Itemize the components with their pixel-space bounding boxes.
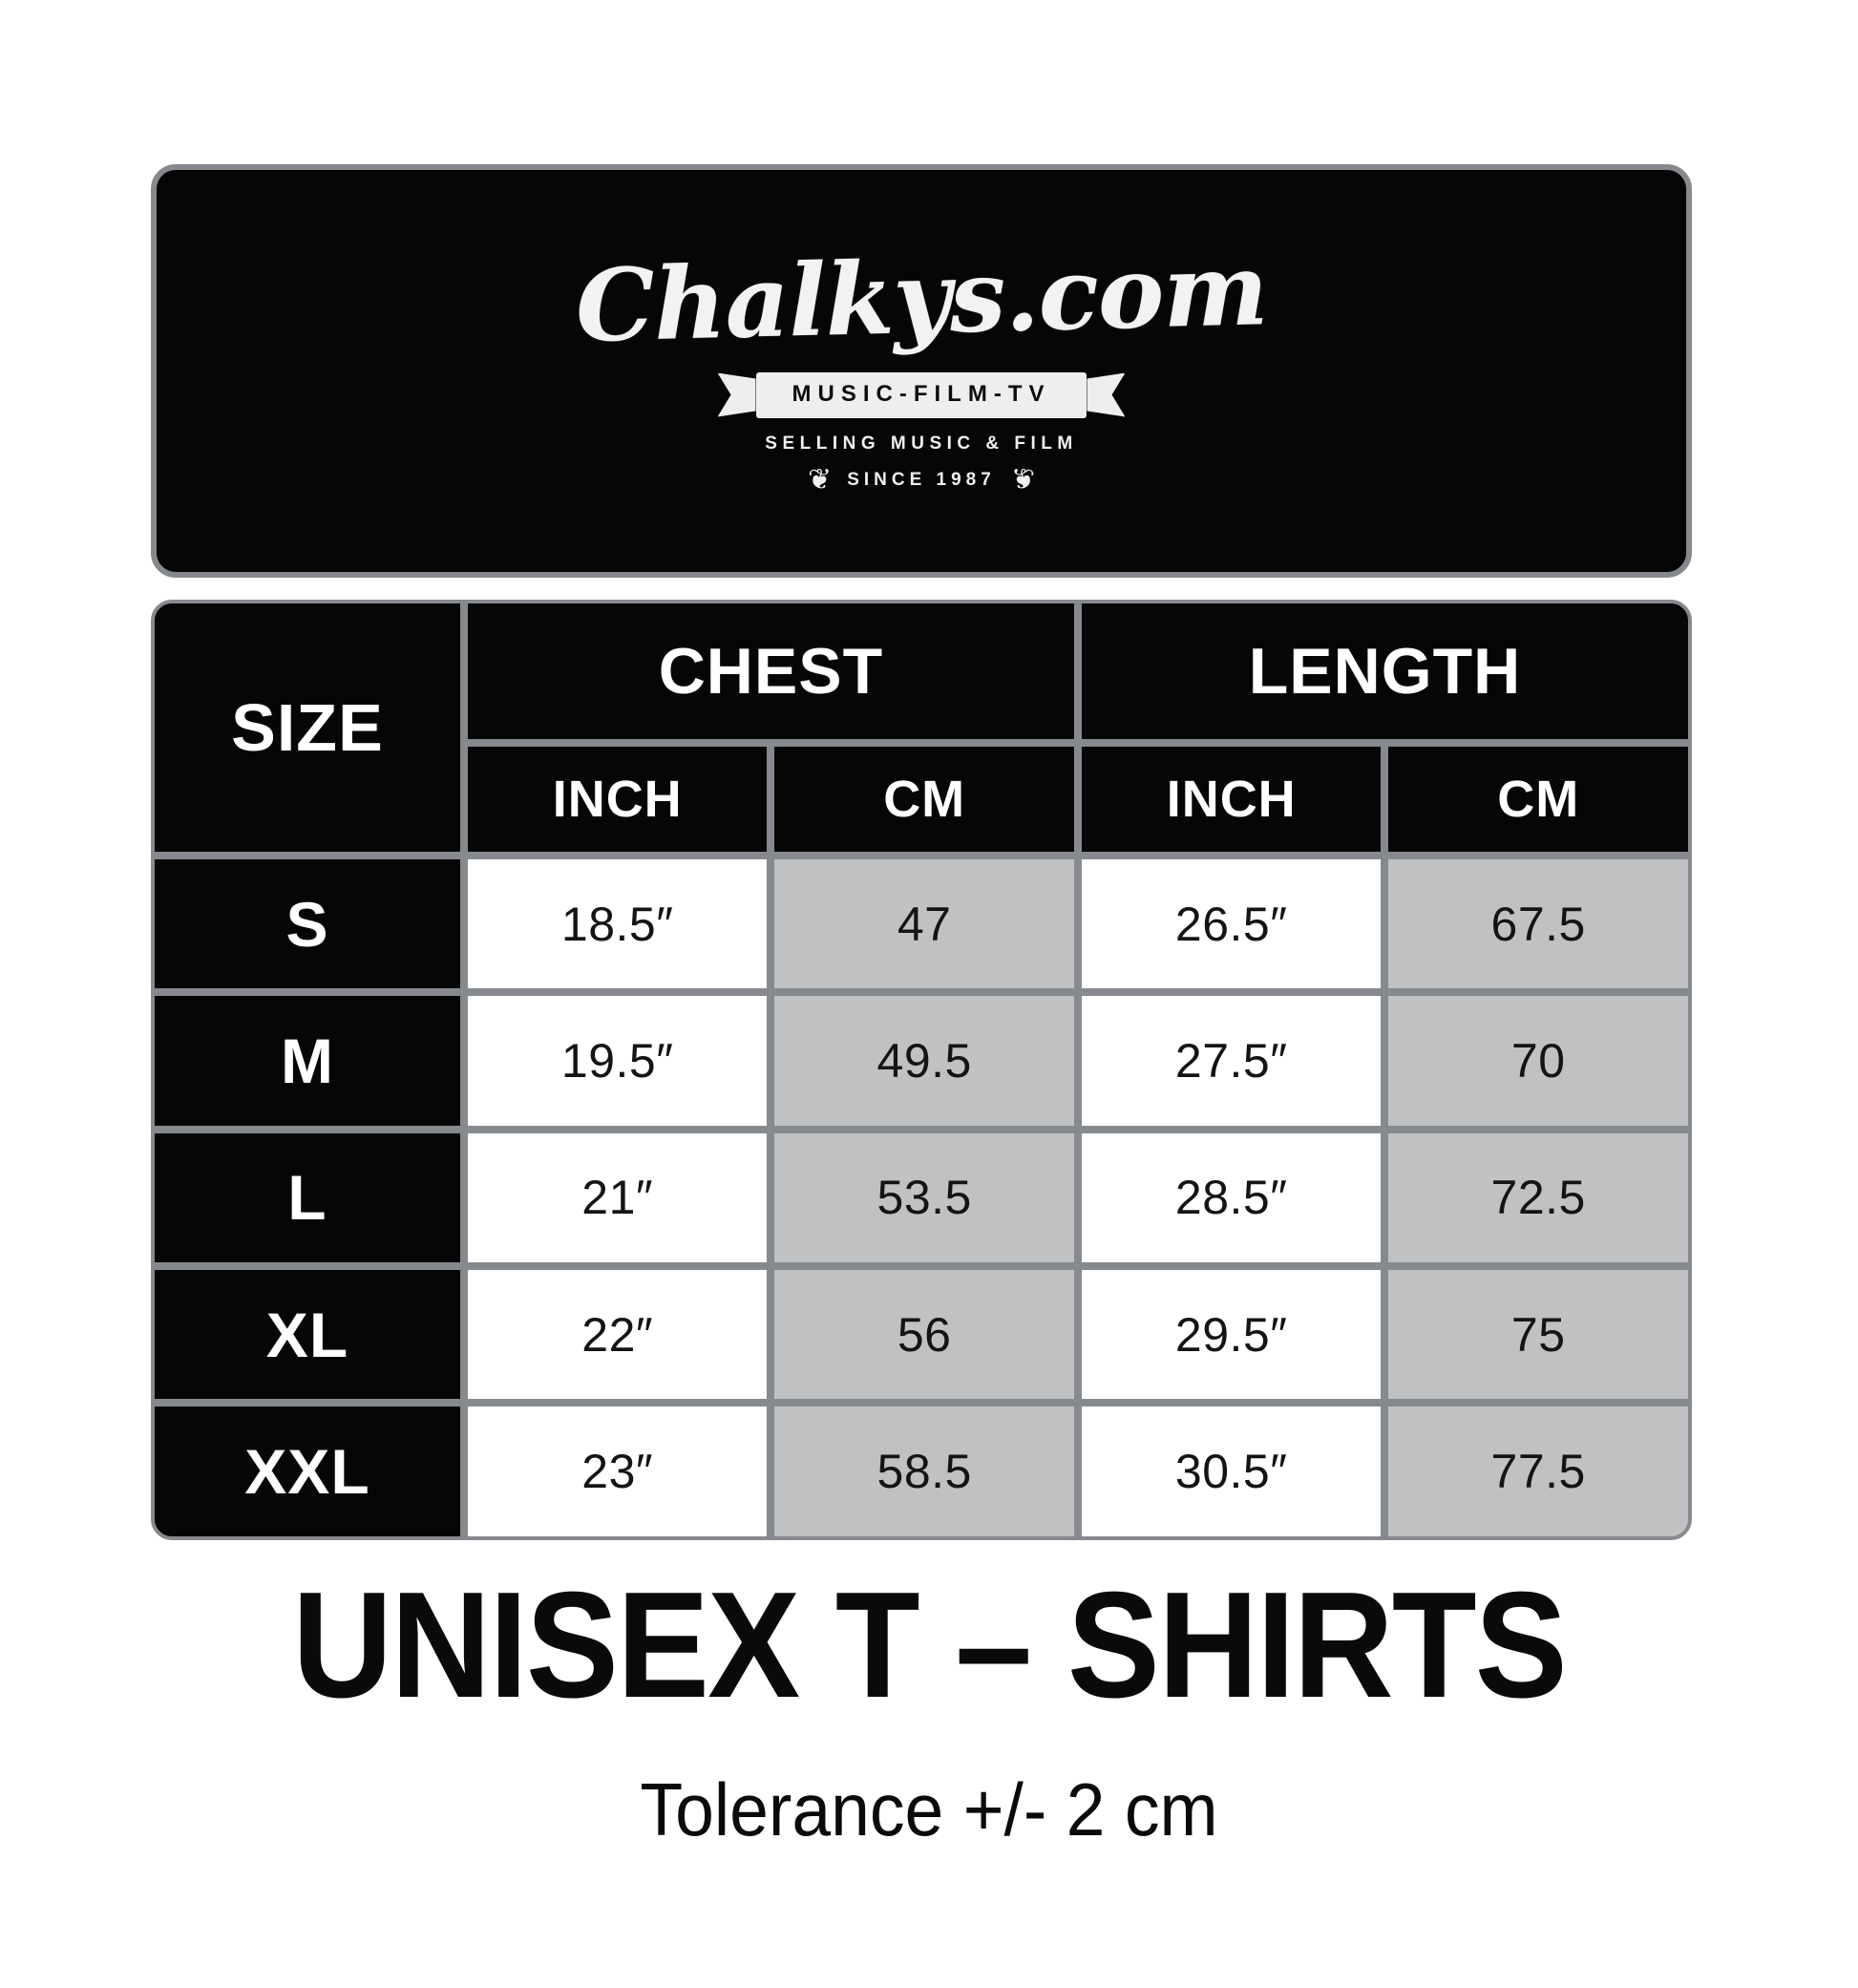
cell-length-inch-m: 27.5″ (1077, 992, 1385, 1130)
page-title: UNISEX T – SHIRTS (292, 1561, 1568, 1729)
flourish-left-icon: ❦ (808, 462, 833, 497)
header-size: SIZE (151, 600, 464, 856)
cell-chest-cm-xxl: 58.5 (771, 1403, 1078, 1540)
table-row: L 21″ 53.5 28.5″ 72.5 (151, 1129, 1692, 1267)
header-length-cm: CM (1384, 743, 1692, 856)
cell-size-l: L (151, 1129, 464, 1267)
cell-size-xl: XL (151, 1266, 464, 1404)
cell-chest-cm-l: 53.5 (771, 1129, 1078, 1267)
cell-length-inch-xl: 29.5″ (1077, 1266, 1385, 1404)
cell-length-inch-l: 28.5″ (1077, 1129, 1385, 1267)
ribbon-tail-right-icon (1087, 373, 1125, 417)
ribbon-tail-left-icon (718, 373, 756, 417)
cell-chest-inch-xxl: 23″ (463, 1403, 771, 1540)
brand-tagline: SELLING MUSIC & FILM (765, 433, 1078, 454)
table-header-row-groups: SIZE CHEST LENGTH (151, 600, 1692, 856)
cell-chest-cm-xl: 56 (771, 1266, 1078, 1404)
brand-wordmark: Chalkys.com (574, 229, 1269, 365)
header-length-inch: INCH (1077, 743, 1385, 856)
cell-chest-inch-l: 21″ (463, 1129, 771, 1267)
cell-length-inch-s: 26.5″ (1077, 855, 1385, 993)
brand-since-row: ❦ SINCE 1987 ❦ (808, 462, 1035, 497)
brand-since-label: SINCE 1987 (847, 469, 996, 490)
cell-length-inch-xxl: 30.5″ (1077, 1403, 1385, 1540)
cell-size-s: S (151, 855, 464, 993)
cell-size-m: M (151, 992, 464, 1130)
cell-chest-inch-m: 19.5″ (463, 992, 771, 1130)
header-group-length: LENGTH (1077, 600, 1692, 744)
table-row: S 18.5″ 47 26.5″ 67.5 (151, 855, 1692, 993)
brand-logo-panel: Chalkys.com MUSIC-FILM-TV SELLING MUSIC … (151, 164, 1692, 578)
cell-length-cm-s: 67.5 (1384, 855, 1692, 993)
cell-size-xxl: XXL (151, 1403, 464, 1540)
header-group-chest: CHEST (463, 600, 1078, 744)
header-chest-cm: CM (771, 743, 1078, 856)
header-chest-inch: INCH (463, 743, 771, 856)
cell-length-cm-m: 70 (1384, 992, 1692, 1130)
table-row: XL 22″ 56 29.5″ 75 (151, 1266, 1692, 1404)
brand-ribbon: MUSIC-FILM-TV (718, 371, 1126, 418)
cell-chest-inch-s: 18.5″ (463, 855, 771, 993)
size-table-container: SIZE CHEST LENGTH INCH CM INCH CM S 18.5… (151, 600, 1692, 1540)
size-table: SIZE CHEST LENGTH INCH CM INCH CM S 18.5… (151, 600, 1692, 1540)
cell-chest-cm-m: 49.5 (771, 992, 1078, 1130)
cell-length-cm-xxl: 77.5 (1384, 1403, 1692, 1540)
table-header-row-units: INCH CM INCH CM (151, 743, 1692, 856)
cell-chest-inch-xl: 22″ (463, 1266, 771, 1404)
flourish-right-icon: ❦ (1010, 462, 1035, 497)
ribbon-label: MUSIC-FILM-TV (792, 380, 1051, 407)
ribbon-body: MUSIC-FILM-TV (755, 371, 1087, 418)
tolerance-note: Tolerance +/- 2 cm (640, 1767, 1218, 1851)
table-row: XXL 23″ 58.5 30.5″ 77.5 (151, 1403, 1692, 1540)
cell-chest-cm-s: 47 (771, 855, 1078, 993)
table-row: M 19.5″ 49.5 27.5″ 70 (151, 992, 1692, 1130)
cell-length-cm-xl: 75 (1384, 1266, 1692, 1404)
cell-length-cm-l: 72.5 (1384, 1129, 1692, 1267)
